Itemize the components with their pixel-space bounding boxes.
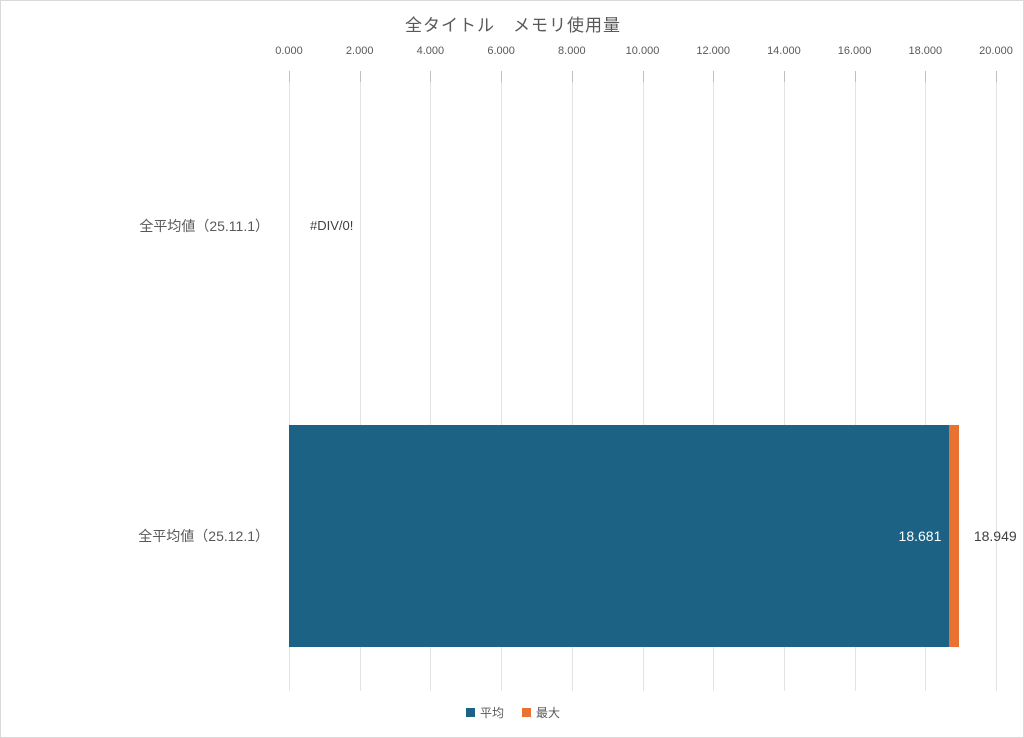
x-axis-tick-label: 0.000 [275, 45, 303, 57]
axis-tick [501, 71, 503, 82]
gridline [996, 71, 997, 691]
data-label-max: 18.949 [973, 528, 1017, 544]
x-axis-tick-label: 6.000 [487, 45, 515, 57]
axis-tick [571, 71, 573, 82]
axis-tick [854, 71, 856, 82]
axis-tick [289, 71, 290, 82]
gridline [289, 71, 290, 691]
bar-average [289, 425, 950, 647]
x-axis-tick-label: 2.000 [345, 45, 374, 57]
data-label-average: 18.681 [898, 528, 942, 544]
axis-tick [642, 71, 644, 82]
legend-swatch-icon [465, 708, 475, 717]
x-axis-tick-label: 20.000 [979, 45, 1013, 57]
chart-title: 全タイトル メモリ使用量 [405, 16, 621, 35]
x-axis-tick-label: 16.000 [837, 45, 872, 57]
gridline [783, 71, 785, 691]
gridline [430, 71, 432, 691]
legend-swatch-icon [522, 708, 531, 717]
gridline [501, 71, 503, 691]
gridline [642, 71, 644, 691]
gridline [571, 71, 573, 691]
x-axis-tick-label: 18.000 [908, 45, 943, 57]
x-axis-tick-label: 12.000 [696, 45, 731, 57]
gridline [854, 71, 856, 691]
x-axis-tick-label: 4.000 [416, 45, 445, 57]
axis-tick [430, 71, 432, 82]
axis-tick [783, 71, 785, 82]
axis-tick [713, 71, 715, 82]
gridline [713, 71, 715, 691]
legend-item: 平均 [465, 704, 504, 721]
legend-label: 平均 [479, 706, 504, 720]
axis-tick [359, 71, 361, 82]
y-axis-category-label: 全平均値（25.12.1） [138, 528, 269, 544]
axis-tick [996, 71, 997, 82]
gridline [925, 71, 927, 691]
data-label-error: #DIV/0! [310, 218, 354, 233]
legend-label: 最大 [536, 706, 561, 720]
x-axis-tick-label: 10.000 [625, 45, 660, 57]
x-axis-tick-label: 14.000 [767, 45, 801, 57]
legend-item: 最大 [522, 704, 560, 721]
gridline [359, 71, 361, 691]
axis-tick [925, 71, 927, 82]
x-axis-tick-label: 8.000 [558, 45, 586, 57]
y-axis-category-label: 全平均値（25.11.1） [139, 218, 269, 234]
legend: 平均 最大 [1, 704, 1023, 721]
